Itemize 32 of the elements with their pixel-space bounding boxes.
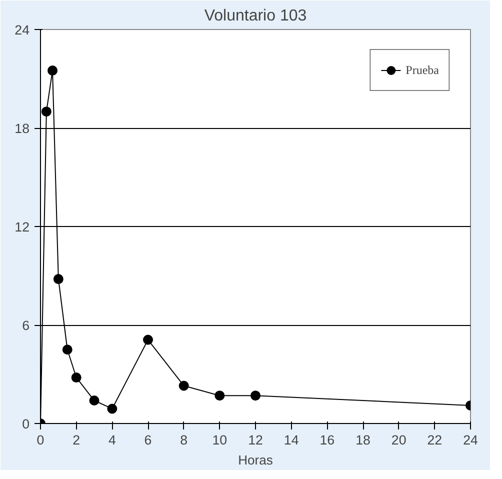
y-tick-label: 0 — [22, 416, 30, 432]
x-tick-label: 16 — [320, 432, 335, 448]
x-tick-label: 22 — [427, 432, 442, 448]
x-tick-label: 20 — [391, 432, 406, 448]
point — [107, 404, 118, 414]
y-tick-label: 6 — [22, 318, 30, 333]
x-tick-label: 24 — [463, 432, 478, 448]
x-tick-label: 4 — [108, 432, 116, 448]
point — [71, 372, 82, 383]
x-tick-label: 2 — [72, 432, 80, 448]
point — [53, 274, 64, 284]
x-axis-title: Horas — [238, 452, 274, 468]
y-tick-label: 24 — [14, 22, 30, 38]
x-tick-label: 12 — [248, 432, 263, 448]
x-tick-label: 0 — [36, 432, 44, 448]
x-tick-label: 18 — [356, 432, 370, 448]
point — [250, 390, 260, 401]
legend-label: Prueba — [406, 62, 439, 78]
point — [89, 396, 100, 406]
point — [48, 66, 58, 76]
x-tick-label: 8 — [180, 432, 188, 448]
point — [41, 106, 52, 117]
x-tick-label: 6 — [144, 432, 152, 448]
y-tick-label: 18 — [14, 121, 30, 136]
point — [214, 390, 225, 401]
chart-title: Voluntario 103 — [204, 8, 307, 24]
x-tick-label: 10 — [212, 432, 228, 448]
point — [178, 380, 189, 391]
point — [143, 334, 153, 345]
x-tick-label: 14 — [284, 432, 300, 448]
point — [62, 344, 72, 355]
y-tick-label: 12 — [14, 220, 30, 234]
